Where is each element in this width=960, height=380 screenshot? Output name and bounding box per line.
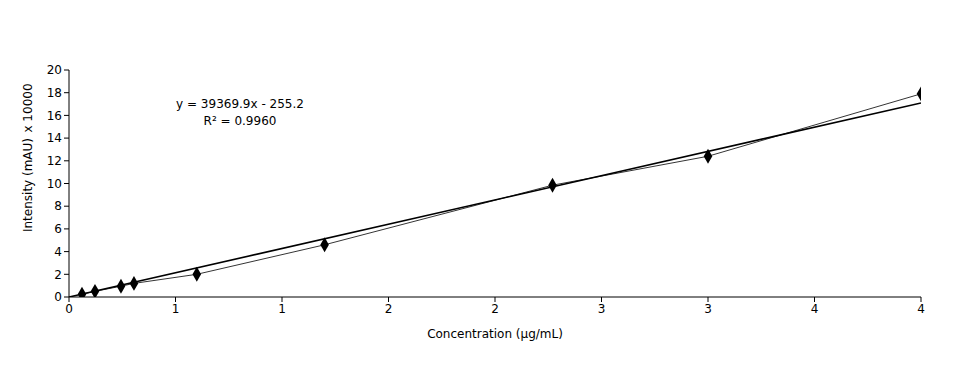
- svg-text:18: 18: [47, 86, 62, 100]
- svg-text:16: 16: [47, 109, 62, 123]
- svg-text:4: 4: [811, 302, 819, 316]
- svg-text:6: 6: [54, 222, 62, 236]
- svg-text:Concentration (µg/mL): Concentration (µg/mL): [427, 327, 563, 341]
- svg-text:8: 8: [54, 199, 62, 213]
- svg-text:R² = 0.9960: R² = 0.9960: [204, 114, 277, 128]
- svg-text:4: 4: [917, 302, 925, 316]
- svg-text:x 10000: x 10000: [21, 83, 35, 132]
- svg-text:10: 10: [47, 177, 62, 191]
- svg-text:1: 1: [172, 302, 180, 316]
- svg-text:2: 2: [54, 268, 62, 282]
- svg-text:Intensity (mAU): Intensity (mAU): [21, 138, 35, 232]
- svg-text:y = 39369.9x - 255.2: y = 39369.9x - 255.2: [176, 97, 304, 111]
- svg-text:2: 2: [385, 302, 393, 316]
- svg-text:1: 1: [278, 302, 286, 316]
- svg-text:3: 3: [704, 302, 712, 316]
- svg-text:2: 2: [491, 302, 499, 316]
- svg-text:4: 4: [54, 245, 62, 259]
- svg-text:3: 3: [598, 302, 606, 316]
- svg-text:14: 14: [47, 131, 62, 145]
- svg-text:0: 0: [65, 302, 73, 316]
- svg-text:20: 20: [47, 63, 62, 77]
- svg-text:0: 0: [54, 290, 62, 304]
- svg-text:12: 12: [47, 154, 62, 168]
